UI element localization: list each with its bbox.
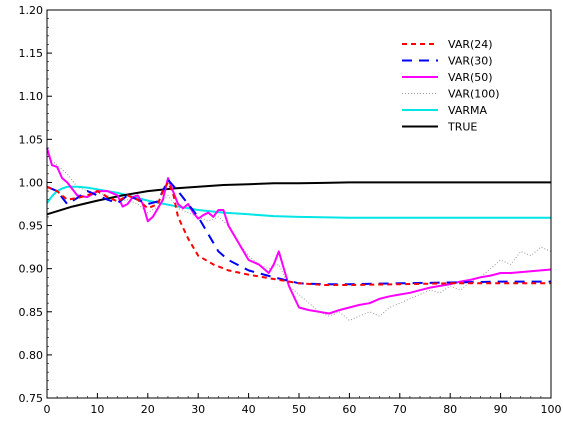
legend-label: VAR(24) <box>448 38 493 51</box>
x-tick-label: 70 <box>393 403 407 416</box>
x-tick-label: 20 <box>141 403 155 416</box>
legend-box <box>392 32 518 148</box>
y-tick-label: 0.90 <box>19 263 44 276</box>
series-line-varma <box>46 185 551 219</box>
series-line-var-24 <box>46 181 551 286</box>
series-line-var-100 <box>46 156 552 321</box>
legend-label: VAR(50) <box>448 71 493 84</box>
y-tick-label: 0.75 <box>19 392 44 405</box>
x-tick-label: 10 <box>90 403 104 416</box>
x-tick-label: 90 <box>494 403 508 416</box>
legend-label: VAR(30) <box>448 55 493 68</box>
y-tick-label: 0.85 <box>19 306 44 319</box>
y-tick-label: 0.80 <box>19 349 44 362</box>
x-tick-label: 30 <box>191 403 205 416</box>
y-tick-label: 0.95 <box>19 220 44 233</box>
legend: VAR(24) VAR(30) VAR(50) VAR(100) VARMA TRUE <box>392 32 518 148</box>
x-tick-label: 50 <box>292 403 306 416</box>
x-tick-label: 100 <box>541 403 562 416</box>
x-tick-label: 60 <box>342 403 356 416</box>
legend-label: TRUE <box>447 121 477 134</box>
x-tick-label: 40 <box>242 403 256 416</box>
legend-label: VARMA <box>448 104 487 117</box>
x-tick-label: 0 <box>44 403 51 416</box>
legend-label: VAR(100) <box>448 88 500 101</box>
y-tick-label: 1.10 <box>19 90 44 103</box>
axes: 0.75 0.80 0.85 0.90 0.95 1.00 1.05 1.10 1.15 1.20… <box>19 4 562 416</box>
y-tick-label: 1.15 <box>19 47 44 60</box>
series-layer <box>46 147 552 321</box>
y-tick-label: 1.00 <box>19 176 44 189</box>
y-tick-label: 1.20 <box>19 4 44 17</box>
series-line-var-50 <box>46 147 552 315</box>
x-tick-label: 80 <box>443 403 457 416</box>
series-line-true <box>46 181 551 216</box>
y-tick-label: 1.05 <box>19 133 44 146</box>
